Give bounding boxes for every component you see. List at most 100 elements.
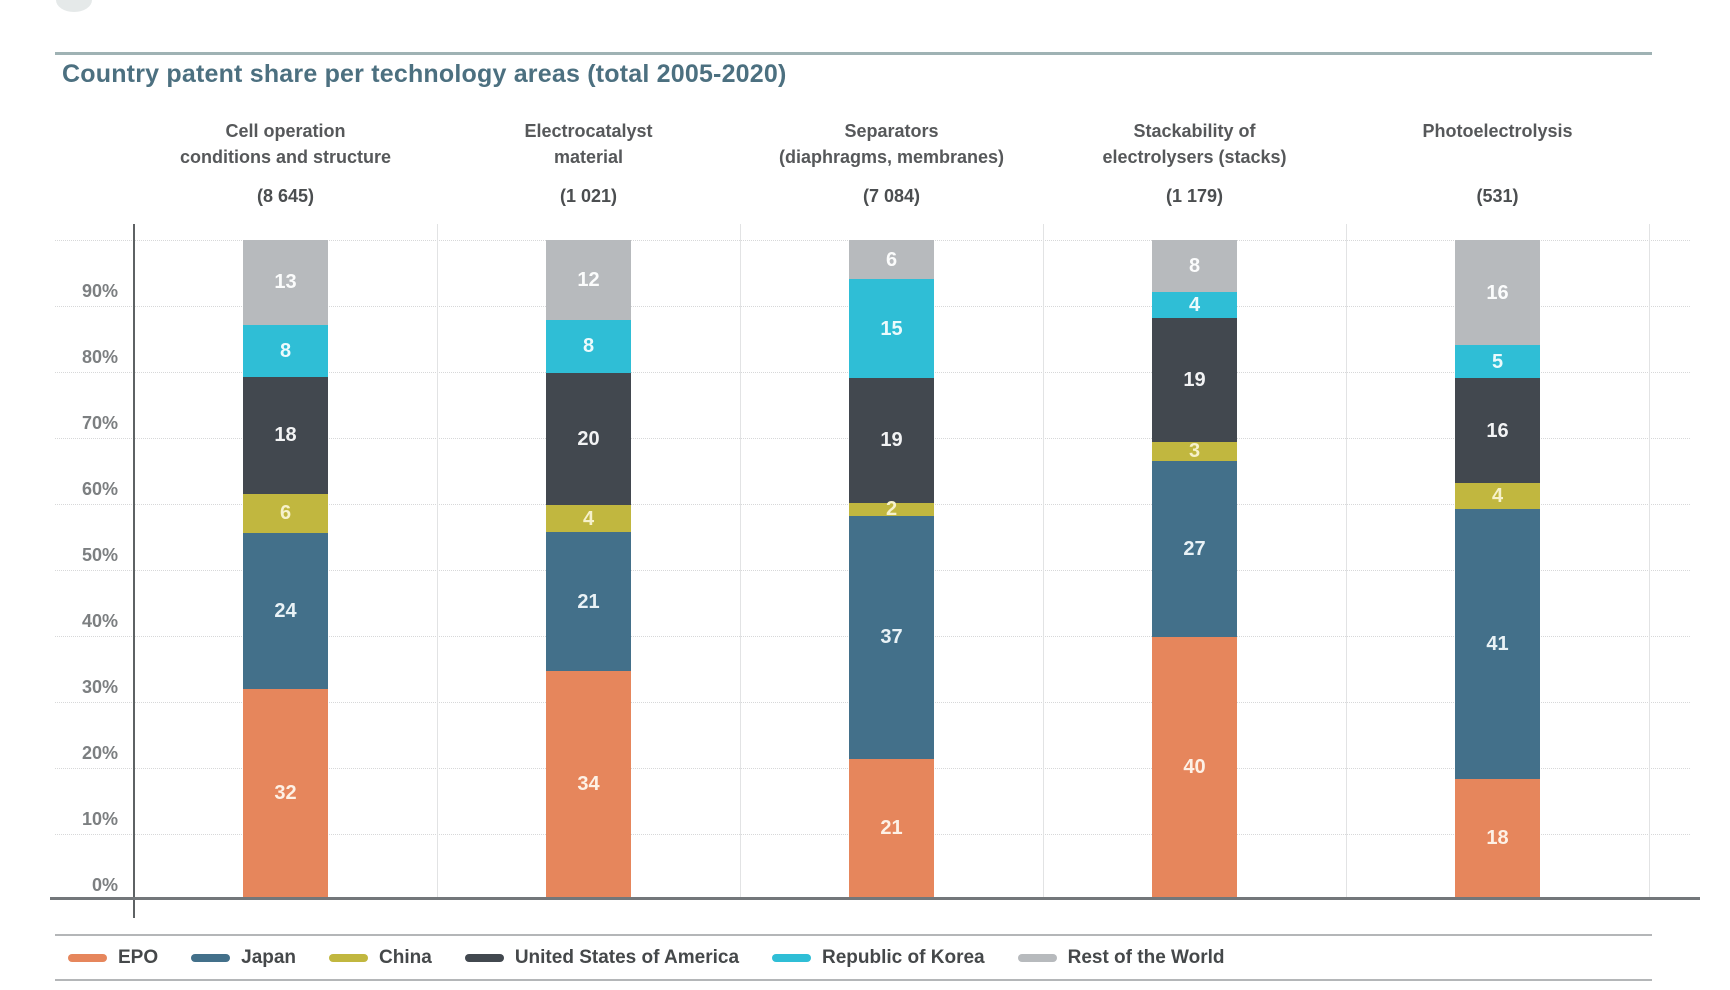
bar-segment-epo: 21 — [849, 759, 934, 897]
y-tick-label: 20% — [81, 743, 118, 763]
category-line2: conditions and structure — [179, 147, 392, 167]
category-line2: Photoelectrolysis — [1422, 121, 1573, 141]
segment-value-label: 21 — [577, 590, 600, 613]
bar-segment-epo: 18 — [1455, 778, 1540, 898]
segment-value-label: 41 — [1486, 633, 1509, 656]
bar-segment-rest-of-world: 6 — [849, 240, 934, 280]
bar-segment-epo: 40 — [1152, 636, 1237, 898]
legend-swatch-republic-of-korea — [772, 954, 812, 962]
legend-item-japan: Japan — [191, 947, 296, 969]
bar-segment-japan: 41 — [1455, 509, 1540, 779]
segment-value-label: 24 — [274, 599, 297, 622]
bar-segment-china: 3 — [1152, 440, 1237, 463]
chart-title: Country patent share per technology area… — [62, 60, 787, 88]
bar-segment-republic-of-korea: 8 — [243, 324, 328, 377]
segment-value-label: 4 — [1491, 485, 1504, 508]
segment-value-label: 18 — [274, 424, 297, 447]
segment-value-label: 8 — [279, 339, 292, 362]
legend-swatch-china — [329, 954, 369, 962]
segment-value-label: 19 — [1183, 368, 1206, 391]
legend-label: Japan — [241, 947, 297, 968]
segment-value-label: 13 — [274, 271, 297, 294]
y-tick-label: 10% — [81, 809, 118, 829]
legend-item-republic-of-korea: Republic of Korea — [772, 947, 985, 969]
bar-segment-japan: 37 — [849, 515, 934, 760]
bar-segment-usa: 19 — [849, 377, 934, 503]
legend: EPO Japan China United States of America… — [68, 942, 1225, 974]
bar-segment-epo: 32 — [243, 688, 328, 898]
category-line1: Stackability of — [1133, 121, 1256, 141]
panel-separator — [1346, 224, 1347, 900]
segment-value-label: 3 — [1188, 440, 1201, 463]
y-tick-label: 70% — [81, 413, 118, 433]
category-line1: Cell operation — [225, 121, 346, 141]
category-line1: Electrocatalyst — [524, 121, 653, 141]
bar-segment-republic-of-korea: 8 — [546, 319, 631, 373]
bar-segment-usa: 19 — [1152, 318, 1237, 442]
category-total: (8 645) — [256, 186, 315, 206]
y-tick-label: 30% — [81, 677, 118, 697]
legend-top-divider — [55, 934, 1652, 936]
category-total: (1 179) — [1165, 186, 1224, 206]
category-header: Separators (diaphragms, membranes) — [740, 118, 1043, 170]
segment-value-label: 34 — [577, 773, 600, 796]
bar-segment-rest-of-world: 12 — [546, 240, 631, 320]
segment-value-label: 20 — [577, 428, 600, 451]
bar-segment-japan: 24 — [243, 532, 328, 689]
stacked-bar-photoelectrolysis: 16 5 16 4 41 18 — [1455, 240, 1540, 898]
segment-value-label: 8 — [582, 335, 595, 358]
segment-value-label: 37 — [880, 626, 903, 649]
bar-segment-china: 4 — [546, 505, 631, 533]
y-axis-line — [133, 224, 135, 918]
legend-label: China — [379, 947, 432, 968]
segment-value-label: 8 — [1188, 255, 1201, 278]
category-header: Stackability of electrolysers (stacks) — [1043, 118, 1346, 170]
legend-label: EPO — [118, 947, 159, 968]
bar-segment-japan: 21 — [546, 532, 631, 672]
bar-segment-rest-of-world: 13 — [243, 240, 328, 325]
bar-segment-china: 4 — [1455, 483, 1540, 510]
segment-value-label: 4 — [1188, 294, 1201, 317]
segment-value-label: 4 — [582, 507, 595, 530]
bar-segment-japan: 27 — [1152, 461, 1237, 637]
bar-segment-usa: 20 — [546, 372, 631, 506]
cropped-logo-mark — [56, 0, 92, 12]
legend-label: Republic of Korea — [822, 947, 985, 968]
y-tick-label: 50% — [81, 545, 118, 565]
legend-item-china: China — [329, 947, 432, 969]
segment-value-label: 19 — [880, 429, 903, 452]
segment-value-label: 6 — [885, 248, 898, 271]
legend-label: Rest of the World — [1067, 947, 1225, 968]
panel-separator — [437, 224, 438, 900]
legend-swatch-japan — [191, 954, 231, 962]
legend-item-usa: United States of America — [464, 947, 740, 969]
y-tick-label: 40% — [81, 611, 118, 631]
category-line1: Separators — [844, 121, 939, 141]
y-tick-label: 80% — [81, 347, 118, 367]
segment-value-label: 15 — [880, 317, 903, 340]
legend-item-rest-of-world: Rest of the World — [1017, 947, 1225, 969]
stacked-bar-cell-operation: 13 8 18 6 24 32 — [243, 240, 328, 898]
x-axis-line — [50, 897, 1700, 900]
bar-segment-usa: 16 — [1455, 377, 1540, 484]
category-line2: electrolysers (stacks) — [1102, 147, 1287, 167]
bar-segment-republic-of-korea: 5 — [1455, 345, 1540, 378]
bar-segment-republic-of-korea: 15 — [849, 279, 934, 378]
bar-segment-rest-of-world: 16 — [1455, 240, 1540, 346]
legend-item-epo: EPO — [68, 947, 158, 969]
y-tick-label: 60% — [81, 479, 118, 499]
bar-segment-china: 6 — [243, 493, 328, 533]
segment-value-label: 5 — [1491, 350, 1504, 373]
bar-segment-usa: 18 — [243, 376, 328, 494]
stacked-bar-stackability: 8 4 19 3 27 40 — [1152, 240, 1237, 898]
legend-swatch-usa — [464, 954, 504, 962]
segment-value-label: 2 — [885, 498, 898, 521]
panel-separator — [1043, 224, 1044, 900]
segment-value-label: 40 — [1183, 755, 1206, 778]
legend-label: United States of America — [514, 947, 740, 968]
legend-bottom-divider — [55, 979, 1652, 981]
stacked-bar-separators: 6 15 19 2 37 21 — [849, 240, 934, 897]
stacked-bar-electrocatalyst: 12 8 20 4 21 34 — [546, 240, 631, 898]
y-tick-label: 90% — [81, 281, 118, 301]
